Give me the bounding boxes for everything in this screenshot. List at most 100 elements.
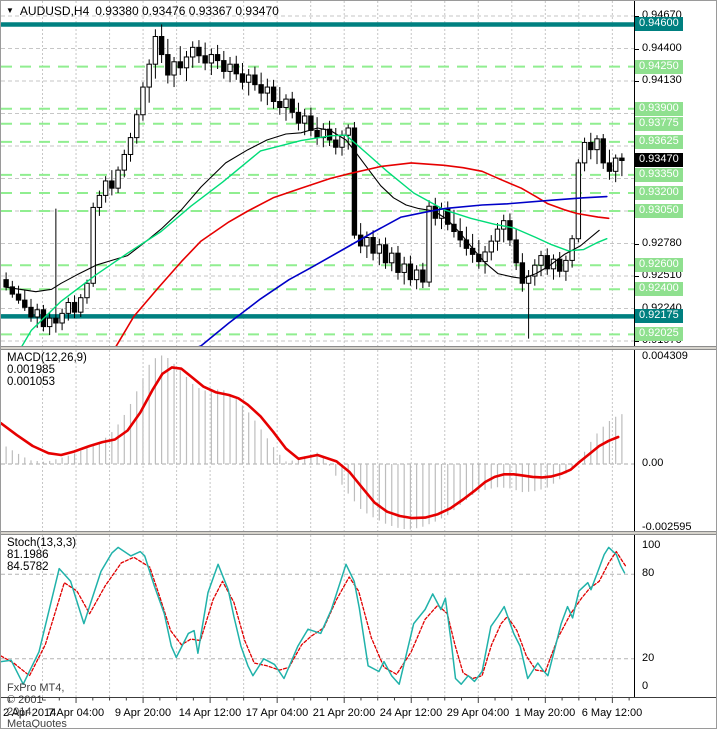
time-axis-label: 1 May 20:00 — [514, 707, 576, 719]
panel-separator[interactable] — [1, 531, 716, 535]
axis-tick — [635, 81, 639, 83]
bull-candle-body — [426, 205, 432, 283]
bear-candle-body — [314, 129, 320, 139]
candle — [277, 87, 283, 115]
bear-candle-body — [258, 84, 264, 94]
bull-candle-body — [482, 251, 488, 263]
candle — [196, 40, 202, 63]
bull-candle-body — [183, 56, 190, 69]
bull-candle-body — [65, 302, 72, 314]
bull-candle-body — [227, 63, 233, 72]
bull-candle-body — [140, 86, 146, 116]
bull-candle-body — [501, 220, 507, 230]
chart-title-bar: ▼ AUDUSD,H4 0.93380 0.93476 0.93367 0.93… — [6, 4, 279, 18]
candle — [494, 223, 501, 251]
macd-axis[interactable]: 0.004309 0.00 -0.002595 — [634, 350, 716, 535]
bull-candle-body — [96, 194, 103, 208]
bear-candle-body — [109, 180, 115, 189]
candle — [258, 72, 264, 102]
candle — [451, 209, 457, 238]
time-axis-label: 17 Apr 04:00 — [245, 707, 309, 719]
bear-candle-body — [544, 255, 550, 270]
candle — [109, 170, 115, 196]
price-level-label-green: 0.93625 — [635, 134, 683, 149]
candle — [588, 132, 594, 160]
candle — [389, 247, 395, 272]
candle — [146, 59, 152, 103]
time-axis-label: 21 Apr 20:00 — [312, 707, 376, 719]
bear-candle-body — [519, 262, 526, 284]
price-grid-label: 0.92780 — [642, 236, 682, 249]
bull-candle-body — [121, 153, 127, 171]
candle — [606, 149, 613, 180]
current-price-label: 0.93470 — [635, 153, 683, 168]
price-level-label-green: 0.93775 — [635, 116, 683, 131]
bull-candle-body — [488, 240, 494, 253]
ma-green-line — [19, 134, 608, 350]
chart-ohlc-quote: 0.93380 0.93476 0.93367 0.93470 — [95, 4, 279, 18]
candle — [426, 200, 432, 287]
time-axis[interactable]: 2 Apr 2014 7 Apr 04:00 9 Apr 20:00 14 Apr 1… — [1, 697, 716, 728]
time-axis-label: 2 Apr 2014 — [3, 707, 57, 719]
time-axis-label: 9 Apr 20:00 — [114, 707, 172, 719]
bear-candle-body — [233, 63, 239, 75]
time-axis-label: 24 Apr 12:00 — [379, 707, 443, 719]
candle — [270, 79, 277, 109]
price-level-label-green: 0.94250 — [635, 59, 683, 74]
bear-candle-body — [196, 46, 202, 57]
stochastic-axis[interactable]: 100 80 20 0 — [634, 535, 716, 697]
bear-candle-body — [513, 239, 519, 264]
candle — [295, 102, 302, 131]
candle — [320, 123, 327, 148]
bull-candle-body — [84, 282, 90, 299]
bear-candle-body — [351, 127, 358, 236]
bear-candle-body — [606, 162, 613, 172]
bear-candle-body — [308, 115, 314, 131]
stoch-axis-label: 100 — [642, 539, 661, 551]
bear-candle-body — [9, 286, 16, 295]
axis-tick — [635, 16, 639, 18]
bear-candle-body — [28, 306, 34, 318]
candle — [301, 108, 308, 136]
candle — [121, 149, 127, 178]
ma-red-line — [114, 162, 610, 350]
panel-separator[interactable] — [1, 346, 716, 350]
stochastic-plot-area[interactable] — [1, 535, 634, 697]
candle — [102, 176, 109, 203]
bear-candle-body — [556, 258, 563, 272]
axis-tick — [635, 308, 639, 310]
bear-candle-body — [277, 101, 283, 109]
bull-candle-body — [134, 114, 140, 139]
symbol-dropdown-icon[interactable]: ▼ — [6, 6, 14, 15]
bear-candle-body — [619, 157, 625, 161]
bull-candle-body — [494, 228, 501, 242]
candle — [289, 91, 295, 119]
candle — [525, 270, 532, 339]
candle — [221, 50, 227, 79]
axis-tick — [635, 48, 639, 50]
candle — [252, 66, 258, 91]
candle — [488, 235, 494, 261]
candle — [482, 245, 488, 274]
price-level-label-green: 0.93050 — [635, 204, 683, 219]
macd-indicator-label: MACD(12,26,9) 0.001985 0.001053 — [7, 352, 87, 388]
time-axis-label: 29 Apr 04:00 — [446, 707, 510, 719]
bear-candle-body — [289, 98, 295, 113]
bear-candle-body — [507, 220, 513, 241]
macd-plot-area[interactable] — [1, 350, 634, 535]
price-axis[interactable]: 0.946700.944000.941300.938600.935900.933… — [634, 1, 716, 350]
candle — [507, 213, 513, 246]
macd-signal-line — [1, 366, 620, 520]
bull-candle-body — [190, 46, 196, 58]
axis-tick — [635, 243, 639, 245]
candle — [264, 78, 271, 106]
price-level-label-green: 0.93200 — [635, 185, 683, 200]
price-plot-area[interactable] — [1, 1, 634, 350]
candle — [351, 121, 358, 239]
bull-candle-body — [575, 162, 582, 240]
stoch-axis-label: 20 — [642, 651, 655, 664]
candle — [202, 42, 208, 71]
bull-candle-body — [594, 138, 600, 151]
price-level-label-teal: 0.92175 — [635, 309, 683, 324]
macd-axis-label: -0.002595 — [642, 521, 692, 533]
